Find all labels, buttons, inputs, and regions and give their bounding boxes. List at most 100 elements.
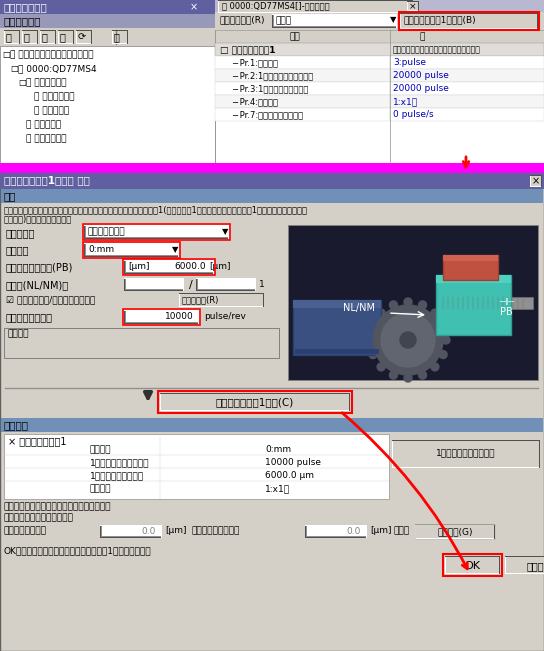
Bar [445,556,500,557]
Text: ナビゲーション: ナビゲーション [4,2,48,12]
Bar [295,349,379,354]
Text: 3:pulse: 3:pulse [393,58,426,67]
Bar [390,56,544,69]
Circle shape [377,363,385,371]
Bar [293,300,381,308]
Bar [4,30,5,44]
Bar [390,82,544,95]
Bar [84,225,229,226]
Bar [415,524,495,525]
Text: 🔵 0000:QD77MS4[]-パラメータ: 🔵 0000:QD77MS4[]-パラメータ [222,1,330,10]
Text: OKボタンを押下すると、基本パラメータ1に反映します。: OKボタンを押下すると、基本パラメータ1に反映します。 [4,546,152,555]
Bar [198,310,199,324]
Text: 📁 インテリジェント機能ユニット: 📁 インテリジェント機能ユニット [10,50,94,59]
Bar [390,108,544,121]
Text: エンコーダ分解能: エンコーダ分解能 [6,312,53,322]
Text: NL/NM: NL/NM [343,303,375,313]
Text: [μm]: [μm] [370,526,392,535]
Bar [183,278,184,291]
Bar [396,14,397,28]
Bar [160,410,350,411]
Bar [58,30,59,44]
Bar [112,30,128,31]
Bar [392,440,393,468]
Bar [530,186,542,187]
Text: 📦 0000:QD77MS4: 📦 0000:QD77MS4 [18,64,97,73]
Bar [272,14,273,28]
Text: 0.0: 0.0 [347,527,361,536]
Text: ─ Pr.3:1回転あたりの移動量: ─ Pr.3:1回転あたりの移動量 [232,84,308,93]
Bar [218,0,219,13]
Text: 0.0: 0.0 [141,527,156,536]
Bar [215,0,544,12]
Circle shape [400,332,416,348]
Bar [125,322,198,323]
Text: 基本パラメータ1の算出(B): 基本パラメータ1の算出(B) [403,16,475,25]
Bar [112,30,113,44]
Text: 機械構成：: 機械構成： [6,228,35,238]
Text: [μm]: [μm] [165,526,187,535]
Circle shape [373,305,443,375]
Bar [400,13,401,29]
Text: □: □ [10,64,18,73]
Bar [124,310,199,324]
Bar [537,13,538,29]
Text: 20000 pulse: 20000 pulse [393,71,449,80]
Bar [127,30,128,44]
Bar [124,260,125,274]
Bar [83,242,180,258]
Text: 全表示: 全表示 [276,16,292,25]
Bar [91,30,92,44]
Text: 10000: 10000 [165,312,194,321]
Text: 1回転あたりの移動量: 1回転あたりの移動量 [90,471,144,480]
Bar [197,279,198,290]
Bar [160,393,350,411]
Circle shape [390,301,398,309]
Circle shape [404,298,412,306]
Bar [218,0,413,1]
Bar [85,237,228,238]
Bar [392,440,540,441]
Text: です。: です。 [393,526,409,535]
Text: あたりの誤差は、約: あたりの誤差は、約 [192,526,240,535]
Bar [84,243,179,257]
Text: 軸: 軸 [420,32,425,41]
Circle shape [369,322,377,329]
Text: ボールネジリード(PB): ボールネジリード(PB) [6,262,73,272]
Bar [4,43,20,44]
Text: ×: × [190,2,201,12]
Bar [22,30,23,44]
Bar [76,30,92,31]
Text: ▼: ▼ [390,15,397,24]
Text: □: □ [2,50,10,59]
Bar [1,189,543,203]
Text: 1: 1 [259,280,265,289]
Text: OK: OK [464,561,480,571]
Bar [196,290,256,291]
Bar [58,30,74,31]
Bar [392,440,540,468]
Bar [541,175,542,187]
Circle shape [442,336,450,344]
Circle shape [390,371,398,379]
Bar [124,278,184,291]
Bar [76,30,92,44]
Bar [40,43,56,44]
Text: 単位設定: 単位設定 [90,445,112,454]
Bar [179,306,264,307]
Bar [58,30,74,44]
Text: 単位倍率: 単位倍率 [90,484,112,493]
Bar [407,1,419,11]
Bar [255,278,256,291]
Text: キャンセル: キャンセル [526,561,544,571]
Text: 📄 しーポデータ: 📄 しーポデータ [26,134,66,143]
Bar [399,12,539,30]
Circle shape [381,313,435,367]
Bar [4,30,20,31]
Text: ─ Pr.2:1回転あたりのパルス数: ─ Pr.2:1回転あたりのパルス数 [232,71,313,80]
Text: 機械設備や適用モータに合わせてシステム: 機械設備や適用モータに合わせてシステム [393,45,481,54]
Bar [272,27,397,28]
Circle shape [418,371,426,379]
Text: [μm]: [μm] [209,262,231,271]
Bar [85,255,178,256]
